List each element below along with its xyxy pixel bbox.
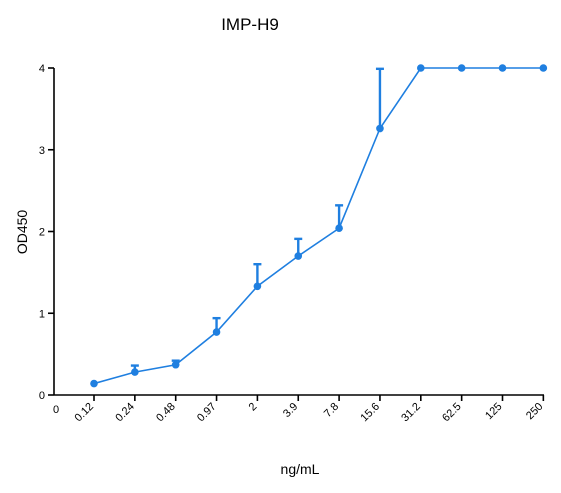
data-point	[335, 224, 343, 233]
data-point	[294, 252, 303, 260]
data-point	[498, 64, 507, 72]
y-axis-label: OD450	[14, 210, 30, 255]
data-point	[131, 368, 139, 376]
x-tick-label: 3.9	[281, 401, 300, 420]
series-group	[90, 64, 548, 388]
data-point	[253, 282, 262, 291]
x-tick-label: 0.48	[154, 401, 178, 425]
x-origin-label: 0	[53, 404, 59, 416]
x-tick-label: 0.97	[195, 401, 219, 425]
data-point	[417, 64, 425, 72]
data-point	[212, 328, 221, 336]
x-tick-label: 15.6	[358, 401, 382, 425]
x-tick-label: 7.8	[322, 401, 341, 420]
chart-title: IMP-H9	[221, 15, 279, 34]
series-line	[93, 67, 544, 385]
y-tick-label: 3	[39, 145, 45, 157]
x-tick-label: 125	[483, 401, 504, 422]
x-tick-label: 0.24	[113, 401, 137, 425]
x-tick-label: 250	[524, 401, 545, 422]
y-tick-label: 1	[39, 308, 45, 320]
data-point	[376, 124, 384, 133]
x-tick-label: 31.2	[399, 401, 423, 425]
data-point	[171, 360, 180, 369]
x-tick-label: 62.5	[440, 401, 464, 425]
data-point	[90, 379, 98, 388]
y-tick-label: 4	[39, 63, 45, 75]
x-axis-label: ng/mL	[281, 461, 320, 477]
data-point	[457, 64, 466, 72]
data-point	[539, 64, 548, 72]
x-tick-label: 0.12	[72, 401, 96, 425]
x-tick-label: 2	[247, 401, 260, 414]
y-tick-label: 0	[39, 390, 45, 402]
axes: 0 1 2 3 4 0 0.12 0.24 0.48 0.97 2 3.9 7.8 15.6 31.2 62.…	[39, 63, 546, 424]
y-tick-label: 2	[39, 227, 45, 239]
